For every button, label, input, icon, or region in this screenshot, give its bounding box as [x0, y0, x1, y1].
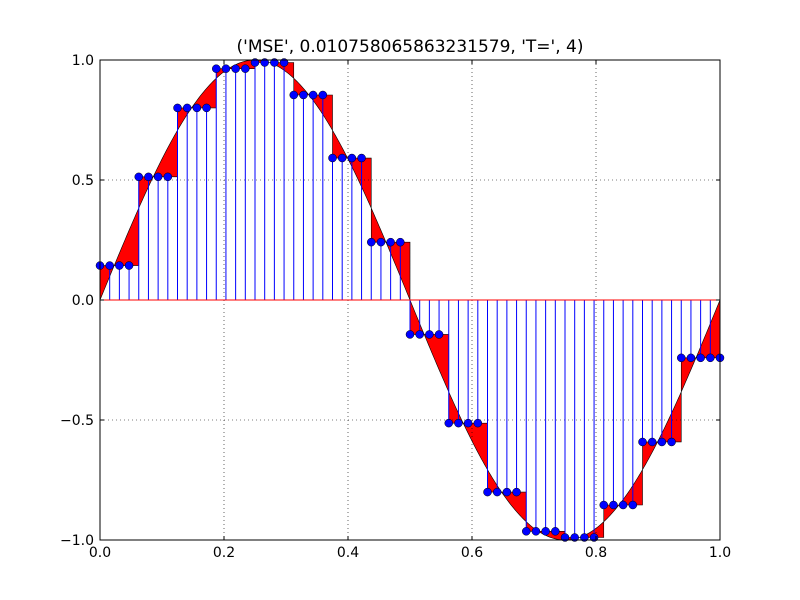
stem-marker: [492, 487, 502, 497]
x-tick-label: 0.6: [461, 545, 483, 561]
stem-marker: [512, 487, 521, 497]
stem-marker: [386, 237, 395, 247]
stem-marker: [308, 90, 318, 100]
stem-marker: [376, 237, 386, 247]
stem-marker: [502, 487, 512, 497]
stem-marker: [473, 418, 483, 428]
stem-marker: [231, 64, 240, 73]
stem-marker: [182, 103, 192, 113]
stem-marker: [318, 90, 328, 100]
stem-marker: [647, 437, 657, 447]
y-tick-label: 0.0: [72, 293, 94, 309]
stem-marker: [463, 418, 473, 428]
stem-marker: [628, 500, 638, 510]
stem-marker: [425, 330, 434, 339]
stem-marker: [657, 437, 667, 447]
stem-marker: [357, 153, 366, 163]
stem-marker: [144, 172, 153, 182]
stem-marker: [347, 153, 357, 163]
stem-marker: [289, 90, 298, 100]
stem-marker: [638, 437, 647, 447]
stem-marker: [551, 527, 560, 536]
stem-marker: [124, 261, 134, 270]
stem-marker: [696, 353, 705, 363]
stem-marker: [541, 527, 550, 536]
stem-marker: [483, 487, 492, 497]
stem-marker: [337, 153, 347, 163]
stem-marker: [686, 353, 696, 363]
stem-marker: [454, 418, 463, 428]
stem-marker: [396, 237, 405, 247]
x-tick-label: 0.4: [337, 545, 359, 561]
y-tick-label: −0.5: [60, 413, 94, 429]
stem-marker: [202, 103, 211, 113]
stem-marker: [105, 261, 114, 270]
y-tick-label: 1.0: [72, 53, 94, 69]
plot-area: [95, 58, 725, 542]
stem-marker: [367, 237, 376, 247]
x-tick-label: 0.8: [585, 545, 607, 561]
stem-marker: [212, 64, 221, 73]
stem-marker: [522, 527, 531, 536]
stem-marker: [134, 172, 143, 182]
stem-marker: [299, 90, 308, 100]
y-axis: −1.0 −0.5 0.0 0.5 1.0: [60, 53, 720, 549]
stem-marker: [531, 527, 541, 536]
stem-marker: [677, 353, 686, 363]
stem-marker: [173, 103, 182, 113]
stem-marker: [706, 353, 715, 363]
y-tick-label: 0.5: [72, 173, 94, 189]
stem-marker: [192, 103, 202, 113]
stem-marker: [618, 500, 628, 510]
stem-marker: [115, 261, 124, 270]
y-tick-label: −1.0: [60, 533, 94, 549]
stem-marker: [444, 418, 453, 428]
stem-marker: [163, 172, 173, 182]
stem-marker: [415, 330, 424, 339]
x-axis: 0.0 0.2 0.4 0.6 0.8 1.0: [89, 60, 731, 561]
x-tick-label: 0.2: [213, 545, 235, 561]
stem-marker: [328, 153, 337, 163]
stem-marker: [153, 172, 163, 182]
stem-marker: [667, 437, 676, 447]
stem-marker: [241, 64, 250, 73]
stem-marker: [599, 500, 608, 510]
stem-marker: [434, 330, 444, 339]
stem-marker: [609, 500, 618, 510]
stem-marker: [221, 64, 231, 73]
chart-title: ('MSE', 0.010758065863231579, 'T=', 4): [237, 37, 584, 57]
stem-marker: [405, 330, 415, 339]
x-tick-label: 1.0: [709, 545, 731, 561]
x-tick-label: 0.0: [89, 545, 111, 561]
